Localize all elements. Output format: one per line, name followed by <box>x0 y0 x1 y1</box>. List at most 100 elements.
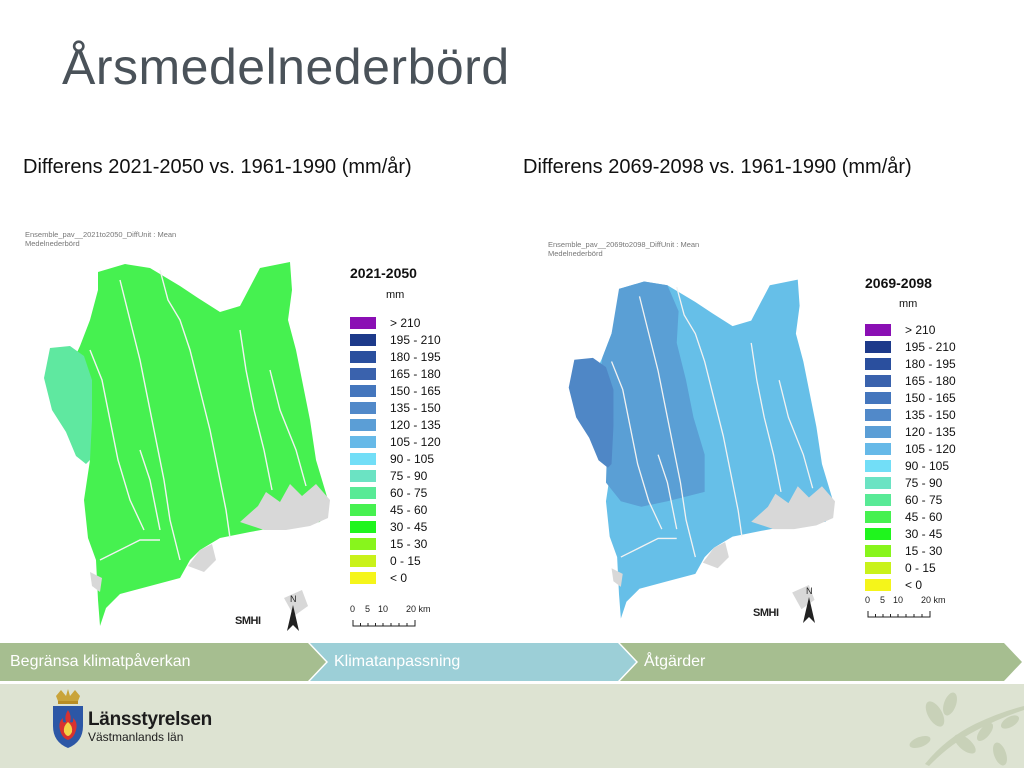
legend-swatch <box>865 323 891 336</box>
legend-label: 120 - 135 <box>390 417 441 432</box>
legend-swatch <box>350 537 376 550</box>
north-arrow-icon: N <box>287 594 299 631</box>
legend-label: 135 - 150 <box>905 407 956 422</box>
lake-shape <box>611 568 623 587</box>
nav-item-begransa-klimatpaverkan[interactable]: Begränsa klimatpåverkan <box>10 643 191 681</box>
nav-item-atgarder[interactable]: Åtgärder <box>644 643 705 681</box>
legend-item: 195 - 210 <box>865 338 956 355</box>
legend-item: 45 - 60 <box>865 508 956 525</box>
legend-item: 150 - 165 <box>865 389 956 406</box>
legend-item: 15 - 30 <box>865 542 956 559</box>
legend-item: 195 - 210 <box>350 331 441 348</box>
legend-title-2021-2050: 2021-2050 <box>350 265 417 281</box>
logo-sub: Västmanlands län <box>88 730 184 744</box>
lake-shape <box>284 590 308 616</box>
legend-swatch <box>865 374 891 387</box>
legend-swatch <box>865 425 891 438</box>
subtitle-2021-2050: Differens 2021-2050 vs. 1961-1990 (mm/år… <box>23 156 412 178</box>
lake-shape <box>702 542 729 569</box>
legend-swatch <box>350 503 376 516</box>
legend-label: 45 - 60 <box>390 502 428 517</box>
legend-label: 150 - 165 <box>390 383 441 398</box>
legend-label: 75 - 90 <box>905 475 943 490</box>
scale-label-0: 0 <box>865 595 871 605</box>
legend-label: < 0 <box>390 570 408 585</box>
lake-shape <box>90 572 102 592</box>
map-panel-2021-2050: Ensemble_pav__2021to2050_DiffUnit : Mean… <box>20 225 465 635</box>
legend-label: 135 - 150 <box>390 400 441 415</box>
legend-item: 60 - 75 <box>350 484 441 501</box>
legend-item: > 210 <box>865 321 956 338</box>
legend-swatch <box>865 476 891 489</box>
legend-item: 75 - 90 <box>865 474 956 491</box>
scale-label-20km: 20 km <box>921 595 946 605</box>
smhi-logo: SMHI <box>235 615 261 627</box>
legend-item: 90 - 105 <box>350 450 441 467</box>
legend-unit: mm <box>899 298 918 310</box>
legend-item: 120 - 135 <box>350 416 441 433</box>
legend-item: 105 - 120 <box>350 433 441 450</box>
scale-label-5: 5 <box>365 604 371 614</box>
legend-label: 195 - 210 <box>905 339 956 354</box>
scale-bar-labels: 0 5 10 20 km <box>350 604 431 616</box>
north-arrow-icon: N <box>803 586 815 623</box>
legend-label: 15 - 30 <box>390 536 428 551</box>
legend-label: < 0 <box>905 577 923 592</box>
legend-unit: mm <box>386 289 405 301</box>
nav-label: Åtgärder <box>644 653 706 670</box>
legend-label: 90 - 105 <box>905 458 950 473</box>
legend-label: 45 - 60 <box>905 509 943 524</box>
legend-label: 60 - 75 <box>905 492 943 507</box>
slide-title: Årsmedelnederbörd <box>62 39 510 95</box>
north-label: N <box>806 586 813 596</box>
legend-label: 0 - 15 <box>390 553 421 568</box>
legend-swatch <box>350 350 376 363</box>
scale-label-10: 10 <box>378 604 389 614</box>
legend-label: 90 - 105 <box>390 451 435 466</box>
nav-chevron-shape-1 <box>0 643 326 681</box>
legend-label: 60 - 75 <box>390 485 428 500</box>
footer-band <box>0 684 1024 768</box>
legend-swatch <box>350 316 376 329</box>
legend-list-2021-2050: > 210 195 - 210 180 - 195 165 - 180 150 - 16… <box>350 314 441 586</box>
legend-item: 180 - 195 <box>865 355 956 372</box>
legend-item: 150 - 165 <box>350 382 441 399</box>
legend-swatch <box>350 435 376 448</box>
legend-swatch <box>865 561 891 574</box>
lake-shape <box>188 544 216 572</box>
legend-label: 105 - 120 <box>390 434 441 449</box>
scale-bar <box>352 620 416 627</box>
legend-label: 165 - 180 <box>905 373 956 388</box>
precipitation-map-2021-2050 <box>44 262 330 626</box>
meta-line-1: Ensemble_pav__2069to2098_DiffUnit : Mean <box>548 240 700 249</box>
legend-title-2069-2098: 2069-2098 <box>865 275 932 291</box>
legend-label: 30 - 45 <box>905 526 943 541</box>
region-shape <box>68 262 328 626</box>
legend-item: 0 - 15 <box>865 559 956 576</box>
legend-label: 150 - 165 <box>905 390 956 405</box>
legend-label: 0 - 15 <box>905 560 936 575</box>
legend-item: 135 - 150 <box>350 399 441 416</box>
legend-swatch <box>350 333 376 346</box>
scale-bar-labels: 0 5 10 20 km <box>865 595 955 607</box>
nav-chevron-shape-3 <box>620 643 1022 681</box>
legend-label: 75 - 90 <box>390 468 428 483</box>
logo-name: Länsstyrelsen <box>88 709 212 730</box>
legend-swatch <box>350 384 376 397</box>
nav-item-klimatanpassning[interactable]: Klimatanpassning <box>334 643 460 681</box>
legend-swatch <box>865 578 891 591</box>
legend-swatch <box>865 493 891 506</box>
legend-swatch <box>350 418 376 431</box>
legend-swatch <box>865 357 891 370</box>
legend-item: 15 - 30 <box>350 535 441 552</box>
precipitation-map-2069-2098 <box>568 279 835 619</box>
legend-item: 45 - 60 <box>350 501 441 518</box>
legend-item: < 0 <box>350 569 441 586</box>
legend-label: 105 - 120 <box>905 441 956 456</box>
scale-label-5: 5 <box>880 595 886 605</box>
west-region <box>44 346 92 464</box>
legend-label: 15 - 30 <box>905 543 943 558</box>
legend-item: 180 - 195 <box>350 348 441 365</box>
nav-label: Begränsa klimatpåverkan <box>10 653 191 670</box>
legend-item: 60 - 75 <box>865 491 956 508</box>
